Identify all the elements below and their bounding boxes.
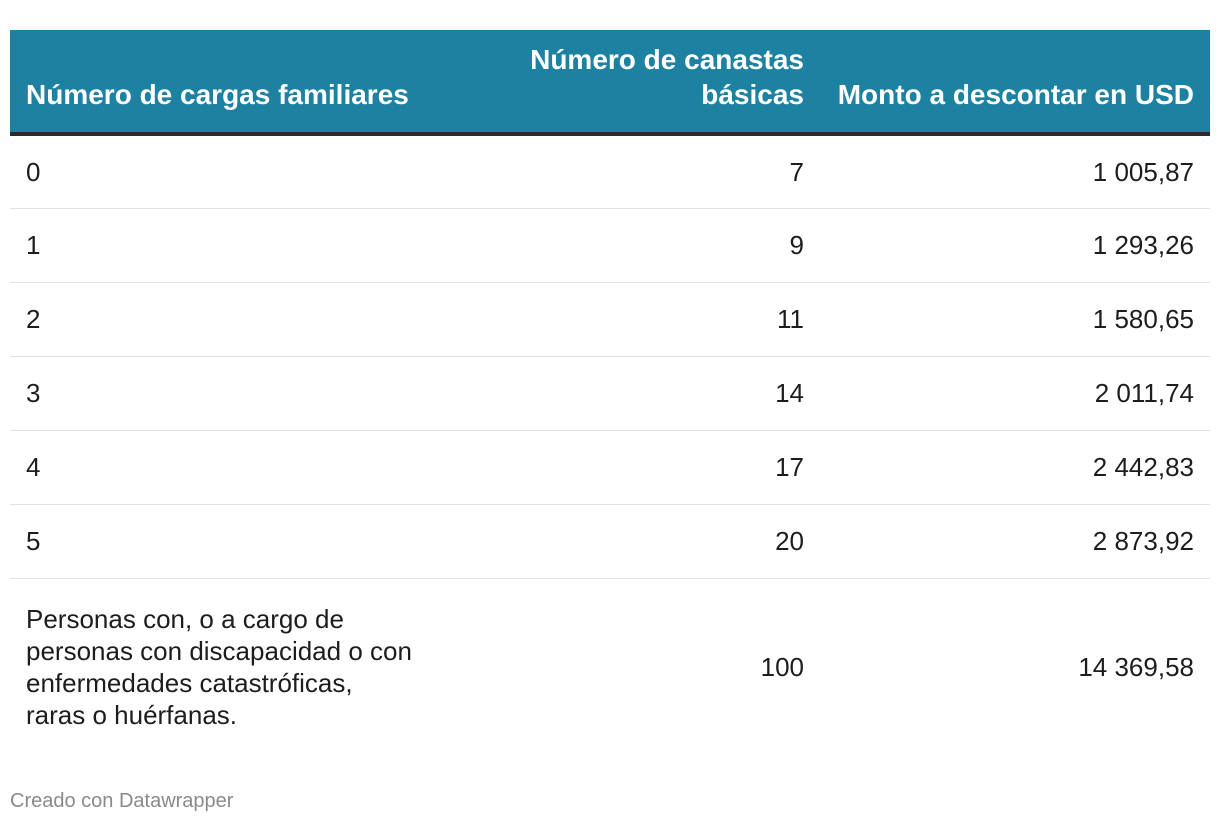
cell-canastas: 11 [777, 304, 804, 334]
table-header: Número de cargas familiares Número de ca… [10, 30, 1210, 136]
cell-cargas: 1 [26, 230, 41, 260]
cell-monto: 2 873,92 [1092, 526, 1194, 556]
table-row: 4 17 2 442,83 [10, 430, 1210, 504]
table-row: 1 9 1 293,26 [10, 208, 1210, 282]
cell-monto: 1 580,65 [1092, 304, 1194, 334]
table-row: 3 14 2 011,74 [10, 356, 1210, 430]
cell-monto: 1 005,87 [1092, 156, 1194, 187]
cell-canastas: 100 [760, 652, 804, 683]
cell-monto: 1 293,26 [1092, 230, 1194, 260]
cell-canastas: 20 [775, 526, 804, 556]
cell-cargas: 2 [26, 304, 41, 334]
data-table-container: Número de cargas familiares Número de ca… [10, 30, 1210, 750]
table-row: 2 11 1 580,65 [10, 282, 1210, 356]
header-cargas-familiares[interactable]: Número de cargas familiares [10, 30, 432, 136]
cell-canastas: 7 [789, 156, 804, 187]
cell-monto: 2 011,74 [1094, 378, 1194, 408]
table-row: 0 7 1 005,87 [10, 134, 1210, 208]
header-canastas-basicas[interactable]: Número de canastas básicas [432, 30, 820, 136]
cell-cargas: 0 [26, 156, 41, 187]
cell-canastas: 9 [789, 230, 804, 260]
table-body: 0 7 1 005,87 1 9 1 293,26 2 11 1 580,65 … [10, 134, 1210, 750]
cell-cargas: 5 [26, 526, 41, 556]
cell-cargas: 4 [26, 452, 41, 482]
table-row: 5 20 2 873,92 [10, 504, 1210, 578]
cell-canastas: 17 [775, 452, 804, 482]
cell-cargas: Personas con, o a cargo de personas con … [26, 604, 412, 731]
header-row: Número de cargas familiares Número de ca… [10, 30, 1210, 136]
table-row: Personas con, o a cargo de personas con … [10, 578, 1210, 750]
cell-canastas: 14 [775, 378, 804, 408]
cell-cargas: 3 [26, 378, 41, 408]
header-monto-usd[interactable]: Monto a descontar en USD [820, 30, 1210, 136]
cell-monto: 2 442,83 [1092, 452, 1194, 482]
cell-monto: 14 369,58 [1078, 652, 1194, 683]
datawrapper-credit[interactable]: Creado con Datawrapper [10, 790, 234, 812]
data-table: Número de cargas familiares Número de ca… [10, 30, 1210, 750]
